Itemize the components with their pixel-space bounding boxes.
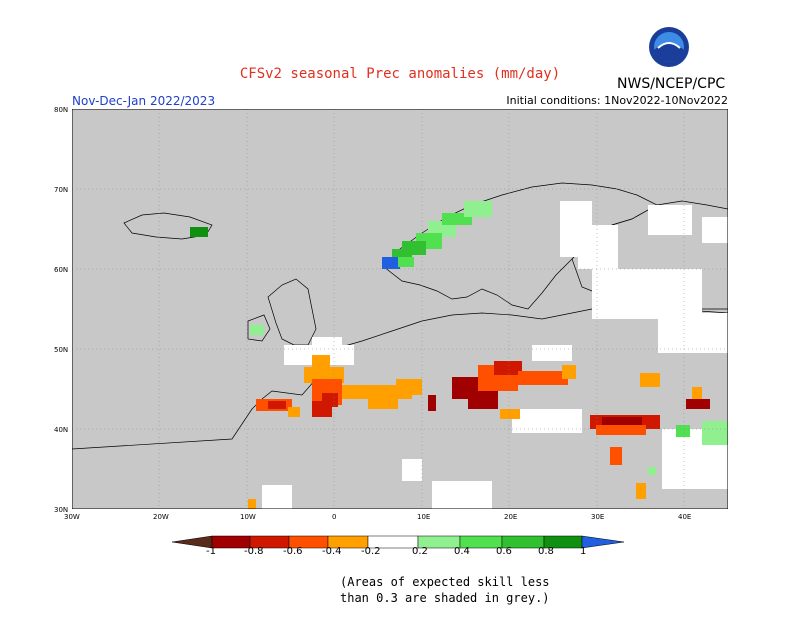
colorbar-label: 0.2 (412, 546, 428, 557)
colorbar-label: -1 (206, 546, 216, 557)
lon-label: 40E (678, 513, 692, 521)
dry-anomalies (248, 355, 710, 509)
colorbar-label: -0.8 (244, 546, 264, 557)
lon-label: 30E (591, 513, 605, 521)
colorbar-label: -0.2 (361, 546, 381, 557)
neutral-regions (262, 201, 728, 509)
lat-label: 30N (54, 506, 69, 514)
colorbar-label: 1 (580, 546, 587, 557)
forecast-period: Nov-Dec-Jan 2022/2023 (72, 94, 216, 108)
skill-note-line: (Areas of expected skill less (340, 575, 550, 589)
lon-label: 20E (504, 513, 518, 521)
initial-conditions: Initial conditions: 1Nov2022-10Nov2022 (506, 94, 728, 107)
lon-label: 30W (64, 513, 80, 521)
lon-label: 10W (240, 513, 256, 521)
lat-label: 70N (54, 186, 69, 194)
graticule (72, 109, 728, 509)
lat-label: 40N (54, 426, 69, 434)
colorbar-label: -0.6 (283, 546, 303, 557)
colorbar-label: 0.6 (496, 546, 512, 557)
wet-anomalies (190, 201, 728, 475)
colorbar-label: -0.4 (322, 546, 342, 557)
skill-note-line: than 0.3 are shaded in grey.) (340, 591, 550, 605)
lon-label: 0 (332, 513, 337, 521)
lat-label: 60N (54, 266, 69, 274)
colorbar-label: 0.8 (538, 546, 554, 557)
lon-label: 10E (417, 513, 431, 521)
chart-title: CFSv2 seasonal Prec anomalies (mm/day) (239, 66, 561, 82)
skill-note: (Areas of expected skill less than 0.3 a… (340, 574, 550, 606)
colorbar-label: 0.4 (454, 546, 470, 557)
precip-anomaly-map (72, 109, 728, 509)
lat-label: 80N (54, 106, 69, 114)
organization-label: NWS/NCEP/CPC (617, 76, 726, 92)
noaa-logo (648, 26, 690, 72)
lat-label: 50N (54, 346, 69, 354)
color-legend (172, 535, 625, 549)
lon-label: 20W (153, 513, 169, 521)
